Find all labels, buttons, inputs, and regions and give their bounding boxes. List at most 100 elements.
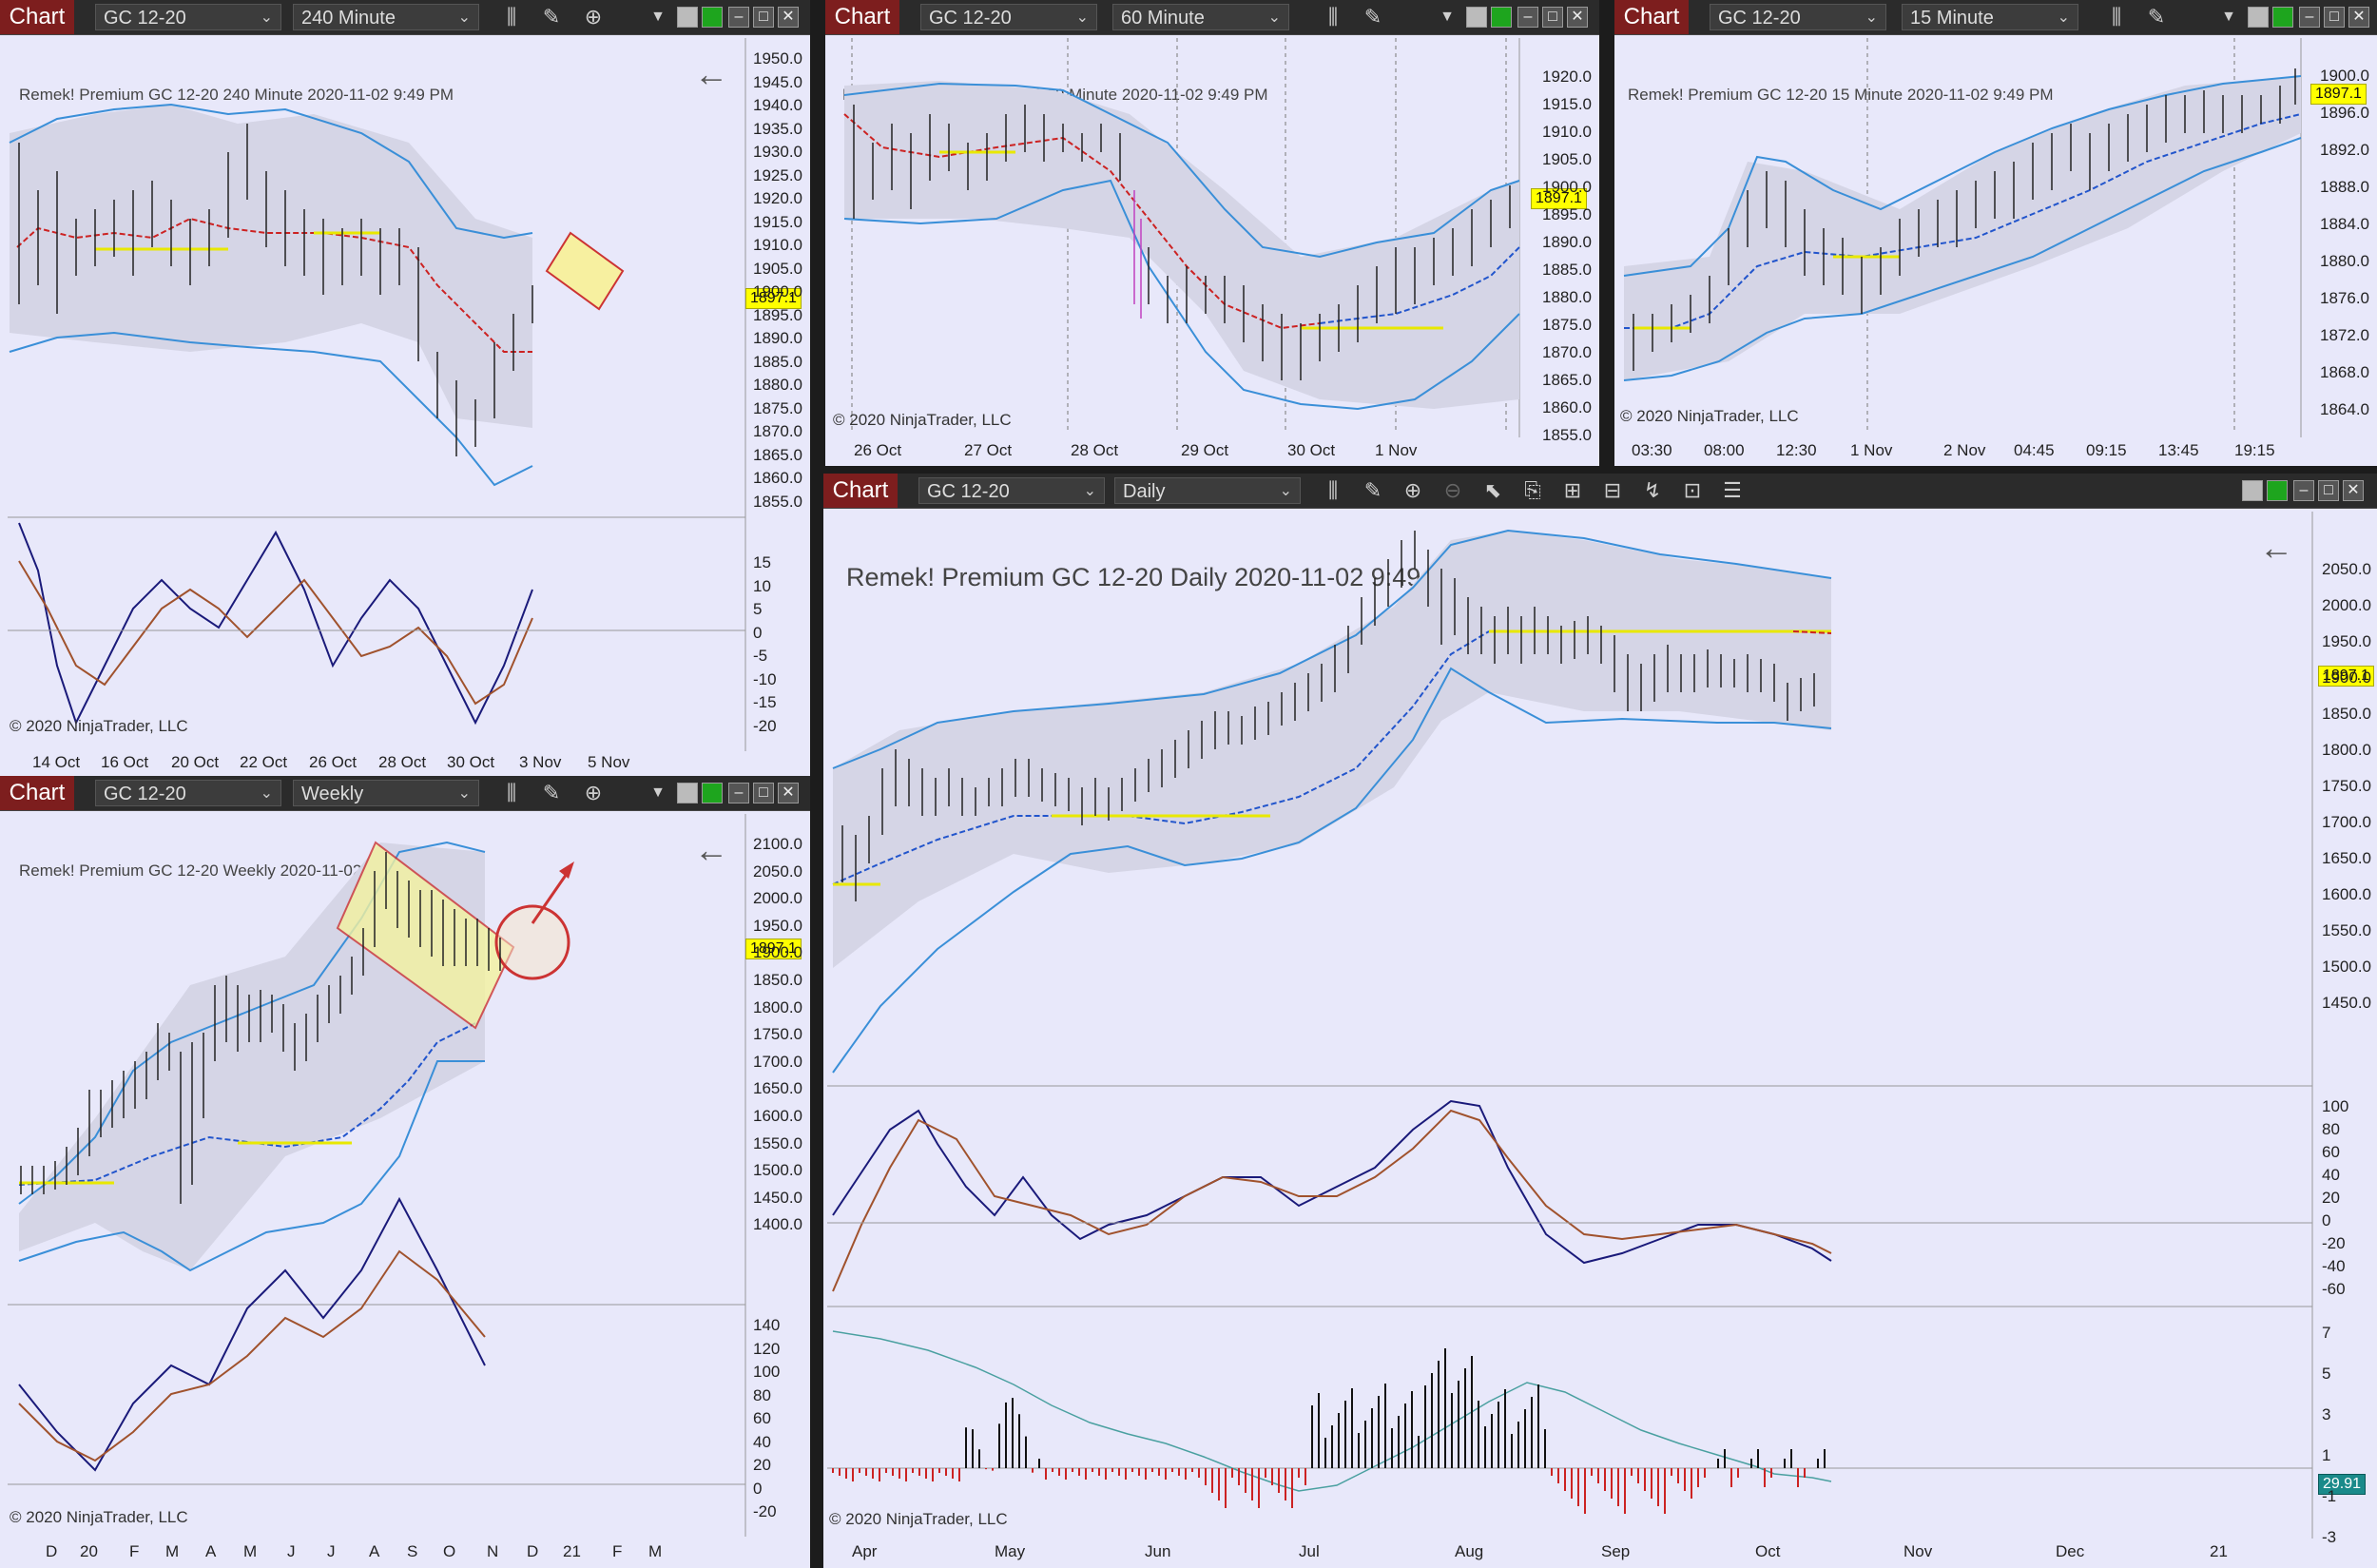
data-box-icon[interactable]: ⎘ [1524,478,1541,502]
chart-window-weekly: Chart GC 12-20 ⌄ Weekly ⌄ ⫼ ✎ ⊕ ▼ – □ ✕ Re… [0,776,810,1568]
zoom-in-icon[interactable]: ⊕ [1403,478,1422,502]
tick-label: 1800.0 [2322,741,2371,759]
tick-label: 1500.0 [753,1161,802,1180]
tick-label: 1940.0 [753,96,802,114]
time-label: 1 Nov [1850,441,1893,459]
interval-selector[interactable]: 240 Minute ⌄ [293,4,479,30]
instrument-selector[interactable]: GC 12-20 ⌄ [95,4,281,30]
zoom-icon[interactable]: ⊕ [584,5,603,29]
time-label: 20 [80,1542,98,1560]
tick-label: 100 [753,1363,781,1381]
instrument-selector[interactable]: GC 12-20 ⌄ [920,4,1097,30]
back-arrow-icon[interactable]: ← [2259,528,2293,567]
more-tools-chevron-icon[interactable]: ▼ [650,9,666,25]
instrument-selector[interactable]: GC 12-20 ⌄ [918,477,1105,504]
more-tools-chevron-icon[interactable]: ▼ [650,784,666,801]
instrument-link-button[interactable] [1491,7,1512,28]
close-button[interactable]: ✕ [778,7,799,28]
maximize-button[interactable]: □ [1542,7,1563,28]
last-price-badge: 1897.1 [745,288,802,309]
back-arrow-icon[interactable]: ← [694,54,728,93]
more-tools-chevron-icon[interactable]: ▼ [2221,9,2236,25]
tick-label: 1500.0 [2322,958,2371,976]
list-icon[interactable]: ☰ [1723,478,1742,502]
price-axis: 1900.0 1896.0 1892.0 1888.0 1884.0 1880.0 1876… [2320,57,2377,428]
more-tools-chevron-icon[interactable]: ▼ [1440,9,1455,25]
link-color-button[interactable] [677,7,698,28]
tick-label: 1888.0 [2320,178,2369,196]
maximize-button[interactable]: □ [2324,7,2345,28]
price-axis: 1950.0 1945.0 1940.0 1935.0 1930.0 1925.0 1920… [753,48,810,513]
instrument-selector[interactable]: GC 12-20 ⌄ [1710,4,1886,30]
chart-tab[interactable]: Chart [825,0,899,34]
interval-selector[interactable]: Weekly ⌄ [293,780,479,806]
instrument-selector[interactable]: GC 12-20 ⌄ [95,780,281,806]
zoom-out-icon[interactable]: ⊖ [1443,478,1462,502]
instrument-link-button[interactable] [702,7,723,28]
close-button[interactable]: ✕ [1567,7,1588,28]
interval-selector[interactable]: 60 Minute ⌄ [1112,4,1289,30]
drawing-tool-icon[interactable]: ✎ [542,5,561,29]
time-axis: 26 Oct 27 Oct 28 Oct 29 Oct 30 Oct 1 Nov [825,436,1519,464]
drawing-tool-icon[interactable]: ✎ [542,781,561,804]
maximize-button[interactable]: □ [753,7,774,28]
bar-type-icon[interactable]: ⫼ [506,781,517,804]
tick-label: 1910.0 [1542,123,1592,141]
chart-tab[interactable]: Chart [1614,0,1689,34]
time-label: M [165,1542,180,1560]
interval-value: 15 Minute [1910,8,1994,29]
chart-properties-icon[interactable]: ⊞ [1563,478,1582,502]
link-color-button[interactable] [2248,7,2269,28]
time-label: Dec [2056,1542,2085,1560]
link-color-button[interactable] [677,783,698,803]
tick-label: 20 [753,1456,771,1474]
tick-label: 1895.0 [1542,205,1592,223]
bar-type-icon[interactable]: ⫼ [1327,478,1339,502]
drawn-channel[interactable] [336,841,515,1030]
interval-selector[interactable]: 15 Minute ⌄ [1902,4,2078,30]
tick-label: 10 [753,576,771,595]
drawing-tool-icon[interactable]: ✎ [1363,478,1382,502]
drawing-tool-icon[interactable]: ✎ [1363,5,1382,29]
templates-icon[interactable]: ⊡ [1683,478,1702,502]
tick-label: 1875.0 [1542,316,1592,334]
close-button[interactable]: ✕ [2348,7,2369,28]
chart-toolbar: Chart GC 12-20 ⌄ 60 Minute ⌄ ⫼ ✎ ▼ – □ ✕ [825,0,1599,35]
maximize-button[interactable]: □ [753,783,774,803]
link-color-button[interactable] [2242,480,2263,501]
back-arrow-icon[interactable]: ← [694,830,728,869]
drawn-rectangle[interactable] [545,231,625,311]
pointer-icon[interactable]: ⬉ [1483,478,1502,502]
minimize-button[interactable]: – [2299,7,2320,28]
bar-type-icon[interactable]: ⫼ [506,5,517,29]
instrument-link-button[interactable] [702,783,723,803]
drawing-tool-icon[interactable]: ✎ [2147,5,2166,29]
tick-label: 1905.0 [753,259,802,278]
bar-type-icon[interactable]: ⫼ [1327,5,1339,29]
close-button[interactable]: ✕ [2343,480,2364,501]
instrument-link-button[interactable] [2272,7,2293,28]
chevron-down-icon: ⌄ [1267,10,1281,26]
minimize-button[interactable]: – [2293,480,2314,501]
chart-tab[interactable]: Chart [0,0,74,34]
minimize-button[interactable]: – [728,783,749,803]
time-label: 1 Nov [1375,441,1418,459]
minimize-button[interactable]: – [1517,7,1538,28]
drawn-circle[interactable] [494,904,570,980]
bar-type-icon[interactable]: ⫼ [2111,5,2122,29]
interval-selector[interactable]: Daily ⌄ [1114,477,1301,504]
tick-label: 1850.0 [753,970,802,989]
link-color-button[interactable] [1466,7,1487,28]
chart-tab[interactable]: Chart [823,474,898,508]
time-label: M [648,1542,663,1560]
minimize-button[interactable]: – [728,7,749,28]
chart-tab[interactable]: Chart [0,776,74,810]
close-button[interactable]: ✕ [778,783,799,803]
instrument-link-button[interactable] [2267,480,2288,501]
interval-value: 60 Minute [1121,8,1205,29]
maximize-button[interactable]: □ [2318,480,2339,501]
zoom-icon[interactable]: ⊕ [584,781,603,804]
indicators-icon[interactable]: ⊟ [1603,478,1622,502]
strategies-icon[interactable]: ↯ [1643,478,1662,502]
tick-label: 1868.0 [2320,363,2369,381]
